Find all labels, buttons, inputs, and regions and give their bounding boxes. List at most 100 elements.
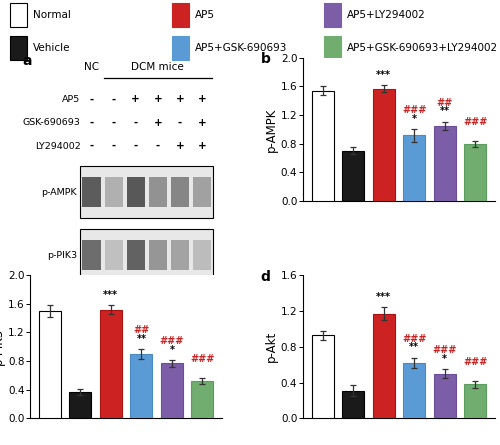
Text: ###: ###: [190, 354, 214, 364]
Bar: [171, 240, 189, 271]
Text: -: -: [134, 118, 138, 128]
Text: +: +: [176, 94, 184, 104]
Bar: [80, 166, 214, 218]
Text: Normal: Normal: [33, 10, 71, 20]
Bar: [464, 384, 486, 418]
Text: p-Akt: p-Akt: [52, 314, 77, 323]
Text: -: -: [156, 141, 160, 151]
Text: -: -: [134, 141, 138, 151]
Bar: [172, 36, 189, 60]
Bar: [126, 240, 144, 271]
Bar: [104, 303, 122, 333]
Bar: [148, 177, 167, 207]
Bar: [312, 335, 334, 418]
Text: +: +: [154, 118, 162, 128]
Text: -: -: [90, 118, 94, 128]
Bar: [10, 36, 27, 60]
Bar: [171, 303, 189, 333]
Y-axis label: p-Akt: p-Akt: [265, 331, 278, 362]
Bar: [193, 240, 211, 271]
Bar: [403, 135, 425, 201]
Bar: [80, 292, 214, 344]
Bar: [82, 177, 100, 207]
Text: ***: ***: [376, 292, 391, 302]
Text: -: -: [112, 141, 116, 151]
Bar: [130, 354, 152, 418]
Bar: [193, 366, 211, 396]
Text: *: *: [170, 344, 174, 355]
Text: -: -: [178, 118, 182, 128]
Text: +: +: [198, 141, 206, 151]
Bar: [104, 366, 122, 396]
Bar: [70, 392, 92, 418]
Bar: [324, 3, 340, 27]
Text: AP5+LY294002: AP5+LY294002: [346, 10, 426, 20]
Text: p-AMPK: p-AMPK: [42, 188, 77, 197]
Text: p-PIK3: p-PIK3: [47, 251, 77, 260]
Text: *: *: [442, 354, 447, 364]
Text: AP5: AP5: [194, 10, 214, 20]
Bar: [148, 303, 167, 333]
Bar: [10, 3, 27, 27]
Bar: [434, 126, 456, 201]
Bar: [126, 177, 144, 207]
Bar: [171, 177, 189, 207]
Text: AP5+GSK-690693: AP5+GSK-690693: [194, 43, 287, 53]
Text: -: -: [112, 94, 116, 104]
Text: ###: ###: [160, 336, 184, 346]
Bar: [172, 3, 189, 27]
Text: ###: ###: [402, 334, 426, 344]
Bar: [80, 229, 214, 281]
Bar: [104, 177, 122, 207]
Bar: [100, 310, 122, 418]
Text: GSK-690693: GSK-690693: [22, 118, 80, 127]
Text: -: -: [90, 141, 94, 151]
Bar: [372, 314, 394, 418]
Text: ###: ###: [432, 345, 457, 355]
Text: +: +: [198, 118, 206, 128]
Text: a: a: [22, 54, 32, 68]
Bar: [193, 303, 211, 333]
Text: ###: ###: [402, 105, 426, 115]
Bar: [312, 91, 334, 201]
Text: ***: ***: [376, 70, 391, 80]
Bar: [80, 355, 214, 408]
Bar: [342, 151, 364, 201]
Text: -: -: [90, 94, 94, 104]
Y-axis label: p-AMPK: p-AMPK: [265, 107, 278, 152]
Text: -: -: [112, 118, 116, 128]
Text: *: *: [412, 113, 416, 124]
Bar: [82, 240, 100, 271]
Text: **: **: [409, 342, 419, 352]
Bar: [372, 89, 394, 201]
Bar: [126, 366, 144, 396]
Bar: [148, 240, 167, 271]
Text: **: **: [440, 106, 450, 116]
Bar: [82, 303, 100, 333]
Bar: [324, 36, 340, 60]
Text: ***: ***: [104, 290, 118, 300]
Bar: [148, 366, 167, 396]
Y-axis label: p-PIK3: p-PIK3: [0, 328, 5, 365]
Text: +: +: [198, 94, 206, 104]
Text: ##: ##: [133, 325, 150, 335]
Text: NC: NC: [84, 62, 99, 72]
Text: Vehicle: Vehicle: [33, 43, 70, 53]
Text: d: d: [260, 270, 270, 283]
Text: +: +: [132, 94, 140, 104]
Bar: [161, 363, 183, 418]
Bar: [464, 144, 486, 201]
Text: AP5: AP5: [62, 95, 80, 104]
Text: **: **: [136, 334, 146, 344]
Text: b: b: [260, 52, 270, 66]
Text: AP5+GSK-690693+LY294002: AP5+GSK-690693+LY294002: [346, 43, 498, 53]
Text: ##: ##: [436, 97, 453, 108]
Bar: [171, 366, 189, 396]
Bar: [126, 303, 144, 333]
Bar: [193, 177, 211, 207]
Bar: [403, 363, 425, 418]
Bar: [434, 374, 456, 418]
Bar: [38, 311, 60, 418]
Bar: [82, 366, 100, 396]
Bar: [192, 381, 214, 418]
